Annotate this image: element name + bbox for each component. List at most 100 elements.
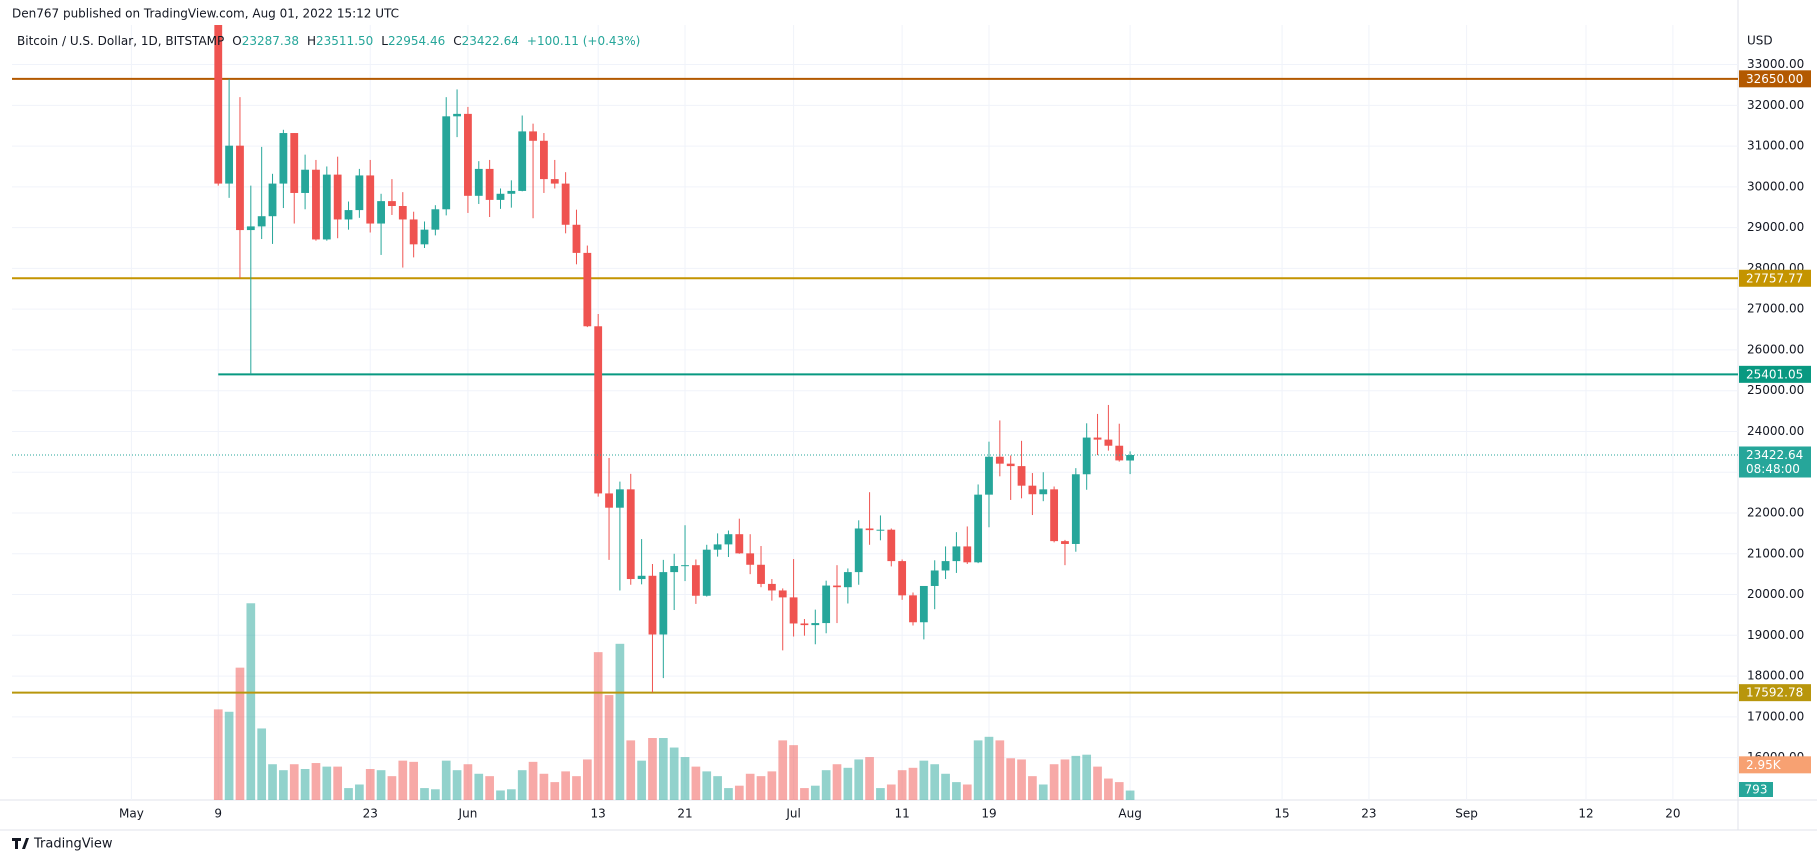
candle-body [333,174,342,220]
volume-bar [1017,759,1026,800]
volume-bar [724,788,733,800]
volume-bar [213,709,223,800]
volume-bar [952,782,961,800]
candle-body [1017,466,1026,486]
level-label-box [1739,684,1811,702]
brand: TradingView [33,837,113,852]
volume-bar [810,785,820,800]
legend-key: O [232,34,241,48]
volume-bar [669,747,679,800]
volume-bar [897,770,907,800]
volume-bar [930,764,940,800]
volume-last-label: 793 [1745,783,1768,797]
volume-bar [582,759,592,800]
candle-body [735,534,744,554]
volume-bar [398,760,408,800]
candle-body [822,585,831,624]
candle-body [496,193,505,200]
candle-body [909,595,917,623]
candle-body [605,493,613,508]
volume-bar [800,788,809,800]
volume-bar [572,776,581,800]
candle-body [550,179,559,184]
volume-bar [431,789,440,800]
candle-body [431,209,440,230]
volume-bar [463,764,473,800]
candle-body [464,113,472,196]
volume-bar [1093,766,1102,800]
y-tick-label: 24000.00 [1747,424,1804,438]
candle-body [952,546,961,562]
plot-area [12,25,1738,800]
candle-body [388,201,396,207]
volume-bar [843,767,853,800]
volume-ma-label: 2.95K [1746,758,1782,772]
candle-body [1126,454,1135,461]
candle-body [637,575,646,580]
volume-bar [691,766,701,800]
volume-bar [984,736,994,800]
candle-body [246,226,255,231]
volume-ma-label-box [1739,756,1811,774]
candle-body [1006,463,1015,467]
currency: USD [1747,34,1773,48]
candle-body [833,585,841,588]
level-label-box [1739,365,1811,383]
candle-body [290,133,299,193]
legend-key: C [453,34,461,48]
candle-body [398,206,407,220]
y-tick-label: 32000.00 [1747,98,1804,112]
candle-body [626,489,635,580]
volume-bar [1114,782,1124,800]
candle-body [670,565,679,573]
volume-bar [1082,754,1092,800]
y-tick-label: 21000.00 [1747,546,1804,560]
symbol-name: Bitcoin / U.S. Dollar, 1D, BITSTAMP [17,34,224,48]
volume-bar [561,771,570,800]
volume-bar [876,788,885,800]
volume-bar [409,761,418,800]
volume-bar [355,784,364,800]
x-tick-label: 19 [981,807,996,821]
x-tick-label: 12 [1578,807,1593,821]
volume-bar [235,667,245,800]
candle-body [865,528,874,531]
volume-bar [995,740,1005,800]
volume-bar [387,776,397,800]
candle-body [453,113,461,117]
level-label: 27757.77 [1746,271,1803,285]
x-tick-label: 20 [1665,807,1680,821]
volume-bar [593,652,603,800]
volume-bar [517,770,527,800]
candle-body [322,174,331,240]
level-label: 25401.05 [1746,367,1803,381]
candle-body [691,565,700,596]
volume-bar [496,790,505,800]
volume-bar [604,695,614,800]
volume-bar [528,761,538,800]
candle-body [1104,439,1113,446]
x-tick-label: Jul [785,807,800,821]
volume-bar [1060,759,1070,800]
candle-body [1039,489,1048,495]
volume-bar [680,757,690,800]
volume-bar [1049,764,1059,800]
volume-bar [311,763,321,800]
volume-bar [734,785,744,800]
legend-key: L [381,34,388,48]
level-label-box [1739,70,1811,88]
level-label: 17592.78 [1746,686,1803,700]
candle-body [746,553,755,565]
volume-bar [1104,778,1113,800]
volume-bar [333,766,343,800]
volume-bar [648,738,657,800]
x-tick-label: Jun [458,807,478,821]
brand-logo [12,838,29,849]
candle-body [1028,485,1037,495]
volume-bar [485,776,494,800]
volume-bar [941,773,950,800]
candle-body [301,169,310,193]
candle-body [615,489,624,508]
volume-bar [441,760,451,800]
